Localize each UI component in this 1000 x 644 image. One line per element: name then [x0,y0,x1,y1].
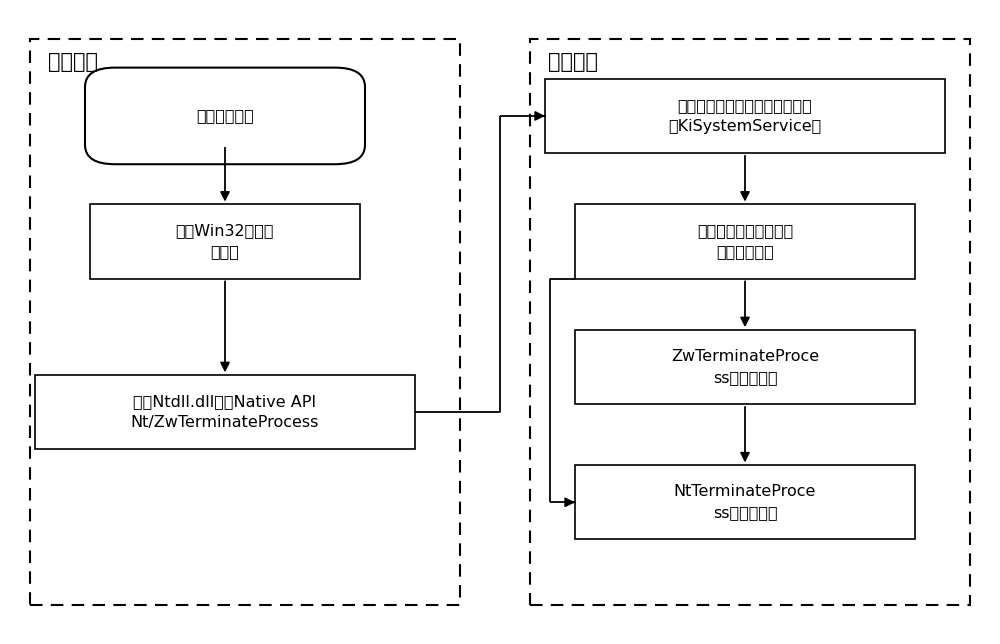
Text: 内核模式: 内核模式 [548,52,598,71]
Text: 调用Win32子系统
的接口: 调用Win32子系统 的接口 [176,223,274,260]
Bar [35,375,415,450]
Text: ZwTerminateProce
ss的服务例程: ZwTerminateProce ss的服务例程 [671,349,819,385]
Text: 用户模式: 用户模式 [48,52,98,71]
Text: 调用Ntdll.dll中的Native API
Nt/ZwTerminateProcess: 调用Ntdll.dll中的Native API Nt/ZwTerminatePr… [131,394,319,430]
Text: 从寄存器中获得系统调
用号及其参数: 从寄存器中获得系统调 用号及其参数 [697,223,793,260]
Bar [575,205,915,278]
Text: 应用进程退出: 应用进程退出 [196,108,254,124]
FancyBboxPatch shape [85,68,365,164]
Text: NtTerminateProce
ss的服务例程: NtTerminateProce ss的服务例程 [674,484,816,520]
Bar [30,39,460,605]
Bar [575,330,915,404]
Bar [530,39,970,605]
Bar [575,465,915,540]
Bar [90,205,360,278]
Bar [545,79,945,153]
Text: 系统服务调度程序接到这一请求
（KiSystemService）: 系统服务调度程序接到这一请求 （KiSystemService） [668,98,822,134]
